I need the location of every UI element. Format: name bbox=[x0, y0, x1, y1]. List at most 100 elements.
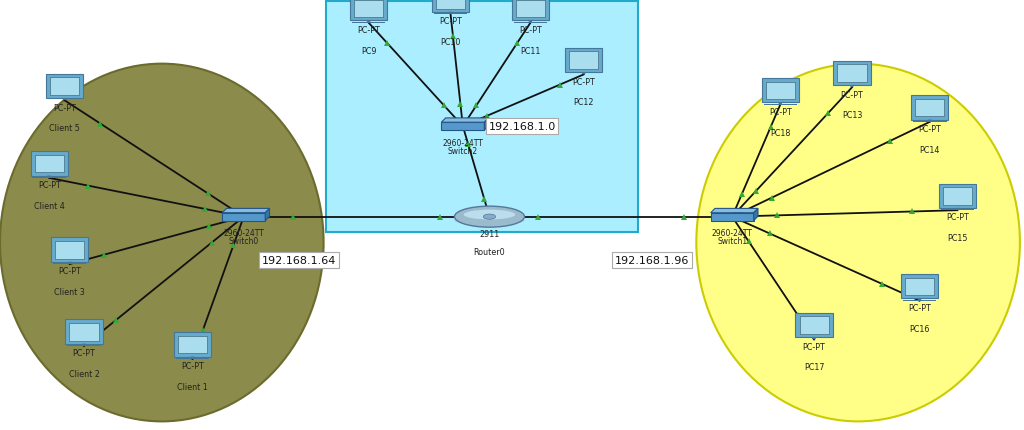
FancyBboxPatch shape bbox=[913, 122, 946, 123]
FancyBboxPatch shape bbox=[569, 52, 598, 70]
Text: PC-PT: PC-PT bbox=[439, 17, 462, 26]
Polygon shape bbox=[528, 22, 532, 23]
Polygon shape bbox=[918, 299, 922, 301]
Text: Router0: Router0 bbox=[474, 248, 505, 257]
Polygon shape bbox=[778, 103, 782, 105]
FancyBboxPatch shape bbox=[222, 213, 265, 221]
Text: PC-PT: PC-PT bbox=[841, 90, 863, 99]
Polygon shape bbox=[47, 176, 51, 178]
Polygon shape bbox=[484, 119, 488, 131]
Text: PC-PT: PC-PT bbox=[769, 108, 792, 117]
FancyBboxPatch shape bbox=[762, 79, 799, 103]
Text: PC-PT: PC-PT bbox=[357, 26, 380, 35]
FancyBboxPatch shape bbox=[48, 100, 81, 101]
Polygon shape bbox=[955, 209, 959, 210]
FancyBboxPatch shape bbox=[178, 336, 207, 353]
Polygon shape bbox=[711, 209, 758, 213]
Polygon shape bbox=[441, 119, 488, 123]
FancyBboxPatch shape bbox=[943, 188, 972, 205]
Text: PC11: PC11 bbox=[520, 46, 541, 55]
FancyBboxPatch shape bbox=[434, 14, 467, 15]
FancyBboxPatch shape bbox=[798, 339, 830, 340]
FancyBboxPatch shape bbox=[834, 61, 870, 86]
FancyBboxPatch shape bbox=[174, 332, 211, 357]
Text: 2911: 2911 bbox=[479, 230, 500, 239]
Text: 192.168.1.0: 192.168.1.0 bbox=[488, 122, 556, 132]
FancyBboxPatch shape bbox=[905, 278, 934, 295]
Text: PC-PT: PC-PT bbox=[58, 267, 81, 276]
FancyBboxPatch shape bbox=[352, 23, 385, 24]
FancyBboxPatch shape bbox=[35, 156, 63, 173]
Text: PC-PT: PC-PT bbox=[572, 77, 595, 86]
Polygon shape bbox=[812, 338, 816, 339]
FancyBboxPatch shape bbox=[350, 0, 387, 22]
FancyBboxPatch shape bbox=[432, 0, 469, 13]
Circle shape bbox=[483, 215, 496, 220]
Text: PC-PT: PC-PT bbox=[38, 181, 60, 190]
Polygon shape bbox=[265, 209, 269, 221]
Ellipse shape bbox=[455, 207, 524, 227]
Polygon shape bbox=[449, 13, 453, 15]
FancyBboxPatch shape bbox=[565, 49, 602, 73]
FancyBboxPatch shape bbox=[66, 319, 102, 344]
Text: 2960-24TT: 2960-24TT bbox=[223, 229, 264, 238]
Ellipse shape bbox=[0, 64, 324, 421]
FancyBboxPatch shape bbox=[939, 184, 976, 209]
FancyBboxPatch shape bbox=[764, 104, 797, 105]
Text: PC12: PC12 bbox=[573, 98, 594, 107]
Text: PC-PT: PC-PT bbox=[803, 342, 825, 351]
FancyBboxPatch shape bbox=[836, 87, 868, 88]
FancyBboxPatch shape bbox=[711, 213, 754, 221]
FancyBboxPatch shape bbox=[441, 123, 484, 131]
FancyBboxPatch shape bbox=[50, 78, 79, 95]
Polygon shape bbox=[68, 262, 72, 264]
FancyBboxPatch shape bbox=[512, 0, 549, 22]
Polygon shape bbox=[850, 86, 854, 88]
Text: 2960-24TT: 2960-24TT bbox=[712, 229, 753, 238]
Polygon shape bbox=[367, 22, 371, 23]
FancyBboxPatch shape bbox=[514, 23, 547, 24]
Text: Client 3: Client 3 bbox=[54, 287, 85, 296]
Text: PC-PT: PC-PT bbox=[946, 213, 969, 222]
FancyBboxPatch shape bbox=[55, 242, 84, 259]
Polygon shape bbox=[754, 209, 758, 221]
Text: Client 2: Client 2 bbox=[69, 369, 99, 378]
Polygon shape bbox=[928, 120, 932, 122]
FancyBboxPatch shape bbox=[436, 0, 465, 9]
Text: Switch2: Switch2 bbox=[447, 146, 478, 155]
FancyBboxPatch shape bbox=[941, 210, 974, 211]
FancyBboxPatch shape bbox=[31, 152, 68, 176]
FancyBboxPatch shape bbox=[838, 65, 866, 83]
Text: PC10: PC10 bbox=[440, 38, 461, 47]
Text: 2960-24TT: 2960-24TT bbox=[442, 138, 483, 147]
Text: Client 5: Client 5 bbox=[49, 124, 80, 133]
Text: Switch0: Switch0 bbox=[228, 237, 259, 246]
Ellipse shape bbox=[455, 218, 524, 225]
Text: PC-PT: PC-PT bbox=[73, 348, 95, 357]
Text: Client 1: Client 1 bbox=[177, 382, 208, 391]
Polygon shape bbox=[82, 344, 86, 346]
Text: PC-PT: PC-PT bbox=[908, 303, 931, 312]
Polygon shape bbox=[62, 99, 67, 101]
Polygon shape bbox=[582, 73, 586, 75]
Text: PC16: PC16 bbox=[909, 324, 930, 333]
FancyBboxPatch shape bbox=[567, 74, 600, 75]
FancyBboxPatch shape bbox=[68, 345, 100, 346]
FancyBboxPatch shape bbox=[796, 313, 833, 338]
FancyBboxPatch shape bbox=[70, 323, 98, 341]
Text: PC18: PC18 bbox=[770, 128, 791, 137]
Text: PC-PT: PC-PT bbox=[53, 103, 76, 112]
FancyBboxPatch shape bbox=[354, 1, 383, 18]
Text: PC-PT: PC-PT bbox=[181, 361, 204, 370]
Text: PC-PT: PC-PT bbox=[519, 26, 542, 35]
Text: 192.168.1.64: 192.168.1.64 bbox=[262, 255, 337, 265]
FancyBboxPatch shape bbox=[800, 317, 828, 334]
Polygon shape bbox=[222, 209, 269, 213]
FancyBboxPatch shape bbox=[326, 2, 638, 232]
FancyBboxPatch shape bbox=[176, 358, 209, 359]
Text: PC-PT: PC-PT bbox=[919, 125, 941, 134]
Ellipse shape bbox=[696, 64, 1020, 421]
Polygon shape bbox=[190, 357, 195, 359]
FancyBboxPatch shape bbox=[516, 1, 545, 18]
Text: Switch1: Switch1 bbox=[717, 237, 748, 246]
